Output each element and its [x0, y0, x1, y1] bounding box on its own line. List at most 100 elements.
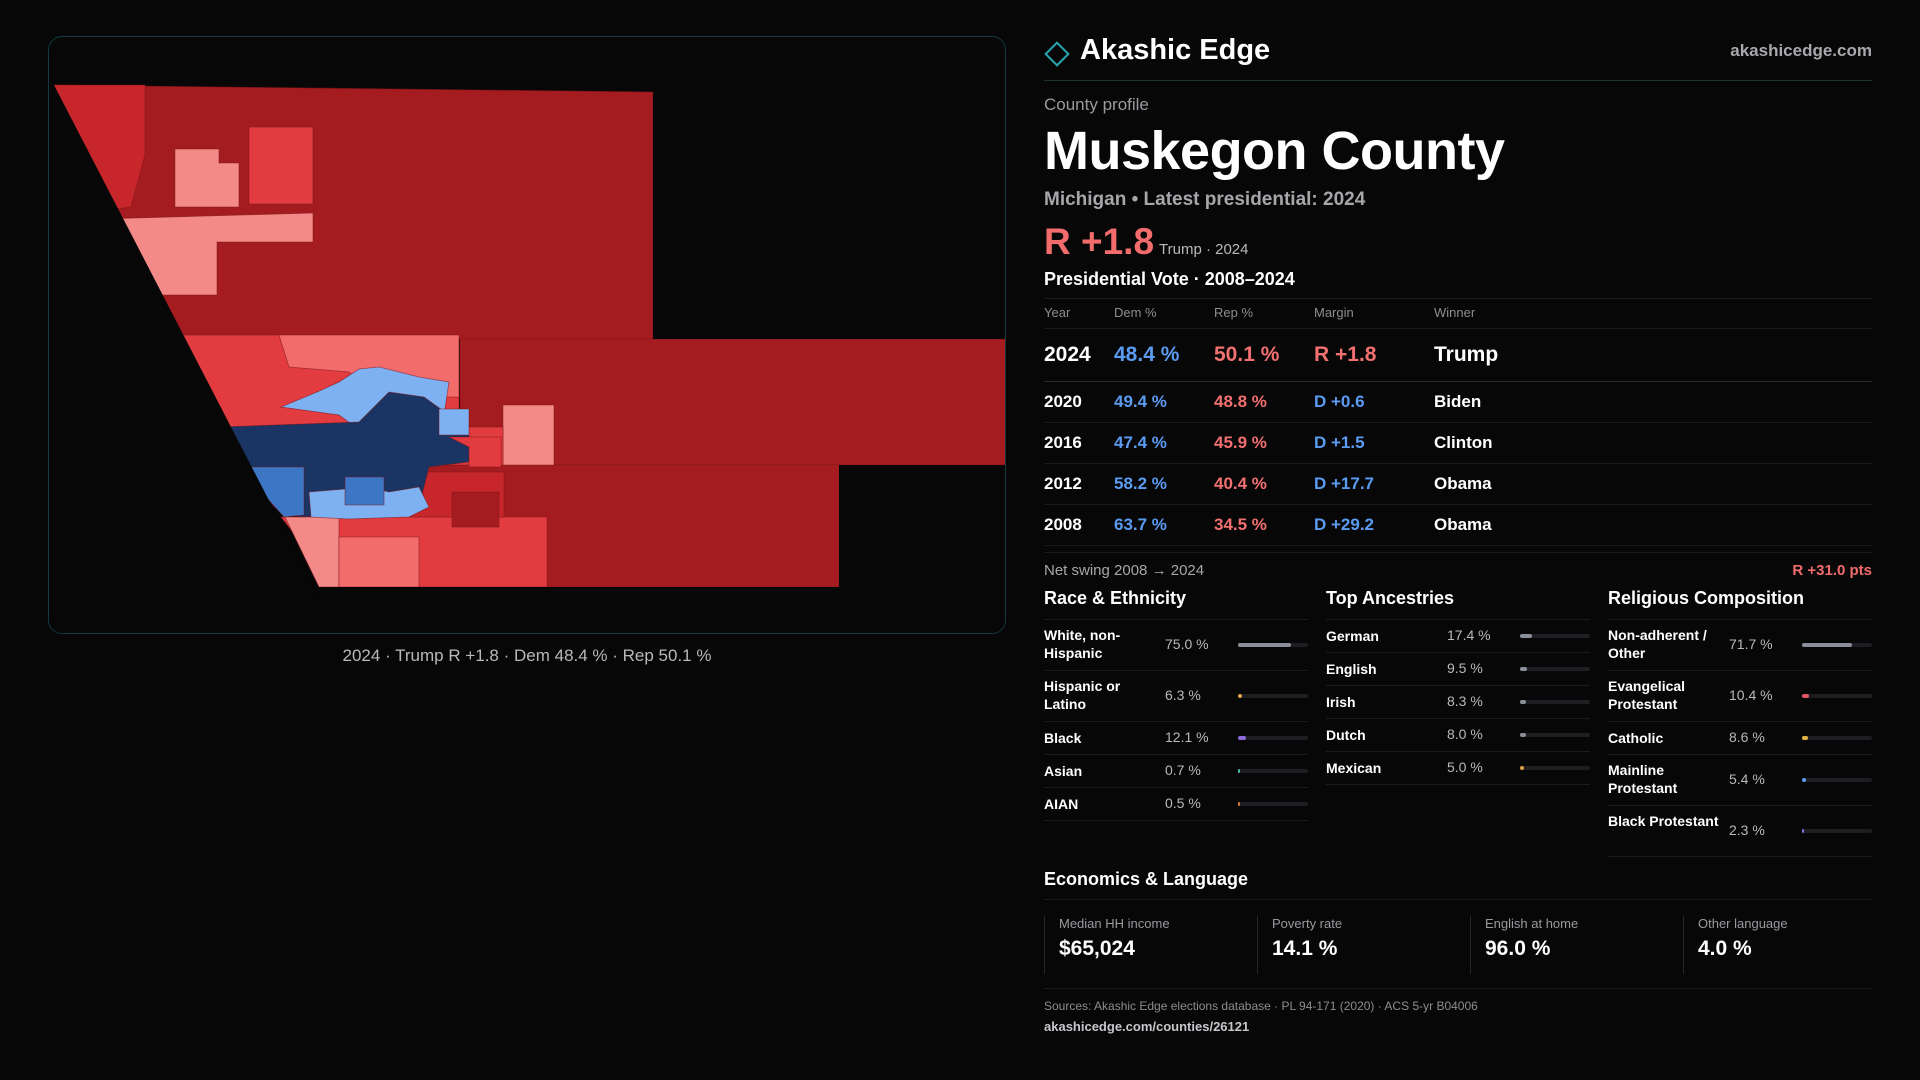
demo-row: Black Protestant 2.3 % [1608, 806, 1872, 857]
demo-label: Irish [1326, 694, 1356, 710]
vote-year: 2024 [1044, 328, 1114, 382]
demo-label: Mainline Protestant [1608, 762, 1678, 796]
race-ethnicity-column: Race & Ethnicity White, non-Hispanic 75.0… [1044, 587, 1308, 821]
precinct-map[interactable] [49, 37, 1006, 634]
demo-label: Asian [1044, 763, 1083, 779]
demo-bar-track [1802, 694, 1872, 698]
demo-pct: 2.3 % [1729, 822, 1765, 838]
demo-pct: 10.4 % [1729, 687, 1773, 703]
demo-bar-fill [1802, 829, 1804, 833]
demo-bar-fill [1802, 694, 1810, 698]
demo-label: Non-adherent / Other [1608, 627, 1707, 661]
demo-bar-fill [1802, 643, 1853, 647]
header-rep: Rep % [1214, 298, 1314, 329]
demo-label: English [1326, 661, 1377, 677]
brand-logo-icon [1044, 41, 1070, 67]
econ-label: Other language [1698, 916, 1788, 931]
demo-bar-track [1802, 736, 1872, 740]
demo-row: Hispanic or Latino 6.3 % [1044, 671, 1308, 722]
demo-bar-fill [1802, 778, 1806, 782]
econ-value: 96.0 % [1485, 937, 1551, 960]
demo-label: Dutch [1326, 727, 1366, 743]
table-header-row: Year Dem % Rep % Margin Winner [1044, 298, 1872, 329]
header-dem: Dem % [1114, 298, 1214, 329]
demo-pct: 8.6 % [1729, 729, 1765, 745]
vote-row: 2024 48.4 % 50.1 % R +1.8 Trump [1044, 328, 1872, 382]
econ-label: Poverty rate [1272, 916, 1343, 931]
county-title: Muskegon County [1044, 121, 1505, 181]
demo-bar-fill [1238, 694, 1243, 698]
brand-name[interactable]: Akashic Edge [1080, 34, 1271, 66]
demo-bar-fill [1802, 736, 1809, 740]
vote-dem-pct: 47.4 % [1114, 422, 1214, 464]
vote-winner: Obama [1434, 504, 1872, 546]
demo-label: Mexican [1326, 760, 1382, 776]
demo-label: Hispanic or Latino [1044, 678, 1121, 712]
vote-margin: D +17.7 [1314, 463, 1434, 505]
map-precinct [248, 126, 314, 205]
brand-url[interactable]: akashicedge.com [1730, 41, 1872, 60]
vote-row: 2008 63.7 % 34.5 % D +29.2 Obama [1044, 504, 1872, 546]
econ-cell-english: English at home 96.0 % [1470, 916, 1670, 974]
demo-pct: 75.0 % [1165, 636, 1209, 652]
vote-row: 2020 49.4 % 48.8 % D +0.6 Biden [1044, 381, 1872, 423]
ancestry-title: Top Ancestries [1326, 587, 1590, 620]
econ-label: English at home [1485, 916, 1579, 931]
vote-dem-pct: 48.4 % [1114, 328, 1214, 382]
vote-winner: Biden [1434, 381, 1872, 423]
vote-rep-pct: 45.9 % [1214, 422, 1314, 464]
demo-pct: 8.3 % [1447, 693, 1483, 709]
demo-pct: 0.5 % [1165, 795, 1201, 811]
vote-year: 2008 [1044, 504, 1114, 546]
source-link[interactable]: akashicedge.com/counties/26121 [1044, 1019, 1250, 1034]
map-precinct [451, 491, 500, 528]
demo-bar-track [1238, 694, 1308, 698]
demo-pct: 6.3 % [1165, 687, 1201, 703]
presidential-vote-table: Year Dem % Rep % Margin Winner 2024 48.4 … [1044, 298, 1872, 546]
demo-bar-track [1238, 769, 1308, 773]
headline-margin: R +1.8 Trump · 2024 [1044, 221, 1872, 265]
map-precinct [174, 148, 240, 208]
county-map-panel[interactable] [48, 36, 1006, 634]
vote-margin: R +1.8 [1314, 328, 1434, 382]
demo-row: Mainline Protestant 5.4 % [1608, 755, 1872, 806]
map-caption: 2024 · Trump R +1.8 · Dem 48.4 % · Rep 5… [342, 646, 712, 665]
econ-cell-poverty: Poverty rate 14.1 % [1257, 916, 1457, 974]
econ-cell-income: Median HH income $65,024 [1044, 916, 1244, 974]
vote-rep-pct: 50.1 % [1214, 328, 1314, 382]
map-background [653, 37, 1005, 339]
demo-row: Irish 8.3 % [1326, 686, 1590, 719]
vote-winner: Clinton [1434, 422, 1872, 464]
vote-winner: Trump [1434, 328, 1872, 382]
latest-margin-note: Trump · 2024 [1159, 241, 1249, 258]
net-swing-label: Net swing 2008 → 2024 [1044, 562, 1205, 579]
profile-kicker: County profile [1044, 95, 1149, 114]
demo-pct: 12.1 % [1165, 729, 1209, 745]
demo-bar-track [1520, 634, 1590, 638]
demo-row: Asian 0.7 % [1044, 755, 1308, 788]
demo-bar-fill [1520, 766, 1524, 770]
demo-bar-track [1520, 766, 1590, 770]
demo-bar-track [1802, 829, 1872, 833]
demo-label: Catholic [1608, 730, 1664, 746]
econ-value: 14.1 % [1272, 937, 1338, 960]
econ-value: $65,024 [1059, 937, 1135, 960]
map-precinct [448, 436, 502, 468]
demo-bar-fill [1238, 736, 1247, 740]
vote-year: 2016 [1044, 422, 1114, 464]
vote-dem-pct: 58.2 % [1114, 463, 1214, 505]
map-precinct [344, 476, 385, 506]
demo-label: Black Protestant [1608, 813, 1719, 829]
demo-bar-track [1802, 778, 1872, 782]
demo-bar-fill [1520, 667, 1527, 671]
lake-michigan-area [49, 37, 319, 633]
demo-label: German [1326, 628, 1379, 644]
vote-rep-pct: 40.4 % [1214, 463, 1314, 505]
brand-header: Akashic Edge akashicedge.com [1044, 34, 1872, 81]
demo-bar-fill [1520, 634, 1533, 638]
header-year: Year [1044, 298, 1114, 329]
net-swing-row: Net swing 2008 → 2024 R +31.0 pts [1044, 552, 1872, 587]
demo-bar-track [1238, 802, 1308, 806]
demo-row: Black 12.1 % [1044, 722, 1308, 755]
demo-bar-fill [1520, 700, 1526, 704]
